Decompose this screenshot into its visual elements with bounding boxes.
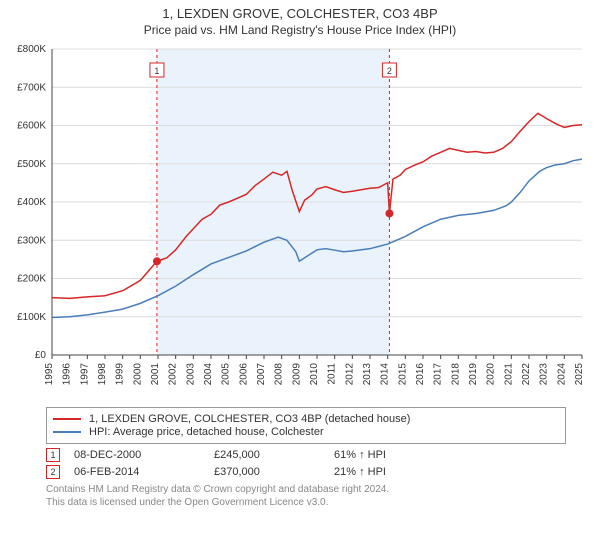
svg-text:£400K: £400K [17,197,46,208]
chart-svg: £0 £100K £200K £300K £400K £500K £600K £700K £80… [10,41,590,401]
event-row: 1 08-DEC-2000£245,00061% ↑ HPI [46,448,592,462]
svg-text:2001: 2001 [150,363,161,386]
attribution: Contains HM Land Registry data © Crown c… [46,483,592,509]
attribution-line: Contains HM Land Registry data © Crown c… [46,483,592,496]
svg-text:2019: 2019 [468,363,479,386]
legend-label: 1, LEXDEN GROVE, COLCHESTER, CO3 4BP (de… [89,413,410,425]
legend-label: HPI: Average price, detached house, Colc… [89,426,324,438]
svg-text:2006: 2006 [238,363,249,386]
svg-text:£0: £0 [35,350,47,361]
svg-text:2002: 2002 [168,363,179,386]
event-price: £370,000 [214,466,334,478]
attribution-line: This data is licensed under the Open Gov… [46,496,592,509]
svg-text:2023: 2023 [539,363,550,386]
svg-text:£500K: £500K [17,159,46,170]
svg-text:2011: 2011 [327,363,338,385]
svg-text:2009: 2009 [291,363,302,386]
svg-text:2021: 2021 [503,363,514,386]
svg-text:2: 2 [387,66,392,76]
svg-text:2018: 2018 [450,363,461,386]
svg-text:2017: 2017 [433,363,444,386]
page-title: 1, LEXDEN GROVE, COLCHESTER, CO3 4BP [8,6,592,21]
svg-text:£600K: £600K [17,121,46,132]
svg-text:2024: 2024 [556,363,567,386]
event-marker: 2 [46,465,60,479]
svg-text:2012: 2012 [344,363,355,386]
svg-text:1995: 1995 [44,363,55,386]
svg-text:2020: 2020 [486,363,497,386]
legend-item: 1, LEXDEN GROVE, COLCHESTER, CO3 4BP (de… [53,413,559,425]
event-date: 06-FEB-2014 [74,466,214,478]
svg-text:£300K: £300K [17,235,46,246]
svg-text:£700K: £700K [17,82,46,93]
svg-text:1997: 1997 [79,363,90,386]
svg-text:2015: 2015 [397,363,408,386]
event-pct: 61% ↑ HPI [334,449,494,461]
event-table: 1 08-DEC-2000£245,00061% ↑ HPI 2 06-FEB-201… [46,448,592,479]
event-marker: 1 [46,448,60,462]
svg-text:£100K: £100K [17,312,46,323]
svg-text:2013: 2013 [362,363,373,386]
svg-text:2010: 2010 [309,363,320,386]
legend-swatch [53,418,81,420]
svg-text:2025: 2025 [574,363,585,386]
svg-text:2014: 2014 [380,363,391,386]
event-date: 08-DEC-2000 [74,449,214,461]
svg-text:2007: 2007 [256,363,267,386]
page-subtitle: Price paid vs. HM Land Registry's House … [8,23,592,37]
svg-text:2022: 2022 [521,363,532,386]
svg-text:1998: 1998 [97,363,108,386]
event-pct: 21% ↑ HPI [334,466,494,478]
svg-text:2005: 2005 [221,363,232,386]
legend-swatch [53,431,81,433]
event-row: 2 06-FEB-2014£370,00021% ↑ HPI [46,465,592,479]
svg-text:1996: 1996 [62,363,73,386]
legend-item: HPI: Average price, detached house, Colc… [53,426,559,438]
svg-text:2016: 2016 [415,363,426,386]
svg-text:£800K: £800K [17,44,46,55]
svg-text:2000: 2000 [132,363,143,386]
svg-text:1999: 1999 [115,363,126,386]
svg-text:2004: 2004 [203,363,214,386]
legend: 1, LEXDEN GROVE, COLCHESTER, CO3 4BP (de… [46,407,566,444]
svg-text:2003: 2003 [185,363,196,386]
svg-text:1: 1 [154,66,159,76]
svg-text:2008: 2008 [274,363,285,386]
price-chart: £0 £100K £200K £300K £400K £500K £600K £700K £80… [10,41,590,401]
event-price: £245,000 [214,449,334,461]
svg-text:£200K: £200K [17,274,46,285]
